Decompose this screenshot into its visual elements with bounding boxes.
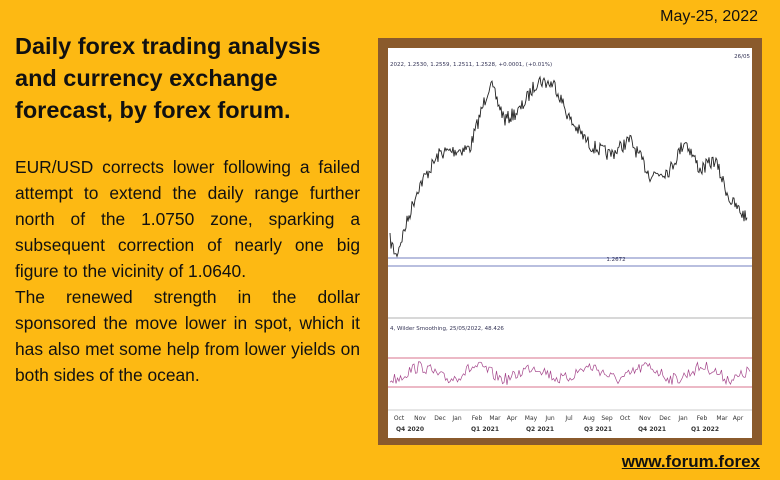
month-label: Dec [659, 415, 671, 422]
paragraph: The renewed strength in the dollar spons… [15, 287, 360, 385]
month-label: Apr [507, 415, 518, 422]
chart-image: 2022, 1.2530, 1.2559, 1.2511, 1.2528, +0… [378, 38, 762, 445]
paragraph: EUR/USD corrects lower following a faile… [15, 157, 360, 281]
date-corner: 26/05 [734, 54, 750, 60]
quarter-label: Q1 2021 [471, 426, 499, 433]
quarter-label: Q3 2021 [584, 426, 612, 433]
month-label: Apr [733, 415, 744, 422]
month-label: Mar [716, 415, 728, 422]
title: Daily forex trading analysis and currenc… [15, 33, 321, 123]
quarter-label: Q4 2020 [396, 426, 424, 433]
month-label: Aug [583, 415, 595, 422]
month-label: Jan [451, 415, 461, 422]
month-label: Feb [697, 415, 708, 422]
month-label: Jan [677, 415, 687, 422]
indicator-line [389, 361, 751, 386]
month-label: Jul [564, 415, 573, 422]
indicator-info: 4, Wilder Smoothing, 25/05/2022, 48.426 [390, 326, 504, 332]
level-label: 1.2672 [606, 257, 625, 263]
date: May-25, 2022 [660, 8, 758, 25]
month-label: Jun [544, 415, 555, 422]
month-label: Nov [639, 415, 651, 422]
website-link[interactable]: www.forum.forex [621, 452, 760, 471]
quarter-label: Q4 2021 [638, 426, 666, 433]
month-label: Nov [414, 415, 426, 422]
body: EUR/USD corrects lower following a faile… [15, 154, 360, 388]
price-line [389, 75, 748, 258]
month-label: May [525, 415, 538, 422]
month-label: Dec [434, 415, 446, 422]
month-label: Mar [489, 415, 501, 422]
month-label: Sep [601, 415, 613, 422]
chart-area [388, 48, 752, 438]
month-label: Oct [394, 415, 405, 422]
quarter-label: Q2 2021 [526, 426, 554, 433]
quarter-label: Q1 2022 [691, 426, 719, 433]
month-label: Oct [620, 415, 631, 422]
month-label: Feb [472, 415, 483, 422]
price-info: 2022, 1.2530, 1.2559, 1.2511, 1.2528, +0… [390, 62, 552, 68]
